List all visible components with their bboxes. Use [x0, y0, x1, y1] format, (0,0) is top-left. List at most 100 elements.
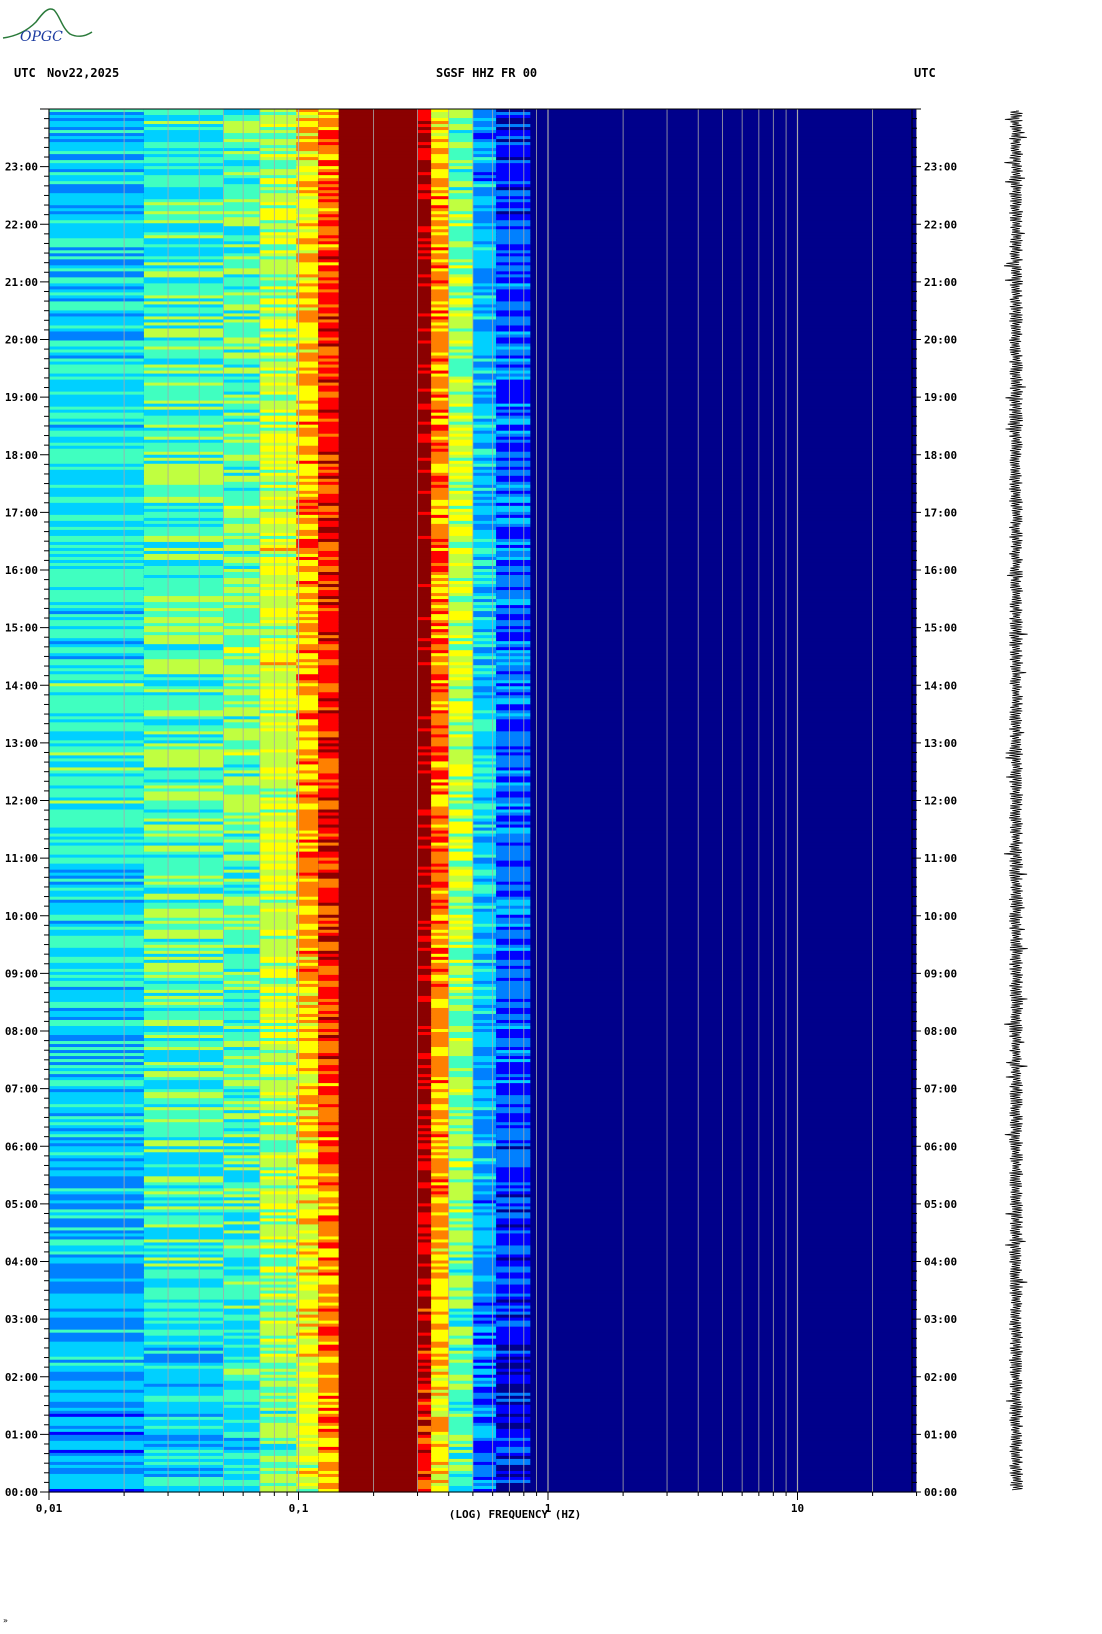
heatmap-cell	[223, 1173, 260, 1177]
heatmap-cell	[223, 845, 260, 850]
heatmap-cell	[143, 776, 224, 781]
heatmap-cell	[431, 779, 449, 784]
heatmap-cell	[431, 848, 449, 853]
heatmap-cell	[496, 941, 531, 946]
heatmap-cell	[223, 553, 260, 558]
heatmap-cell	[296, 187, 319, 191]
heatmap-cell	[318, 565, 339, 570]
heatmap-cell	[448, 749, 473, 753]
heatmap-cell	[49, 881, 144, 886]
heatmap-cell	[296, 289, 319, 293]
heatmap-cell	[431, 172, 449, 176]
heatmap-cell	[598, 385, 917, 390]
heatmap-cell	[143, 974, 224, 979]
heatmap-cell	[448, 929, 473, 934]
heatmap-cell	[598, 277, 917, 281]
heatmap-cell	[530, 118, 599, 122]
heatmap-cell	[598, 992, 917, 997]
heatmap-cell	[143, 614, 224, 618]
heatmap-cell	[143, 502, 224, 507]
heatmap-cell	[143, 767, 224, 772]
heatmap-cell	[472, 193, 497, 197]
heatmap-cell	[530, 650, 599, 654]
heatmap-cell	[143, 620, 224, 624]
heatmap-cell	[318, 614, 339, 618]
heatmap-cell	[598, 187, 917, 191]
heatmap-cell	[338, 154, 418, 158]
heatmap-cell	[448, 1077, 473, 1081]
heatmap-cell	[318, 1029, 339, 1033]
heatmap-cell	[530, 286, 599, 290]
heatmap-cell	[530, 139, 599, 143]
heatmap-cell	[259, 671, 297, 675]
heatmap-cell	[259, 917, 297, 922]
heatmap-cell	[496, 490, 531, 495]
heatmap-cell	[338, 271, 418, 275]
heatmap-cell	[598, 911, 917, 916]
heatmap-cell	[296, 184, 319, 188]
heatmap-cell	[338, 722, 418, 726]
heatmap-cell	[530, 587, 599, 591]
heatmap-cell	[448, 1032, 473, 1036]
heatmap-cell	[296, 364, 319, 369]
heatmap-cell	[598, 340, 917, 345]
heatmap-cell	[598, 830, 917, 835]
heatmap-cell	[338, 635, 418, 639]
heatmap-cell	[496, 881, 531, 886]
heatmap-cell	[472, 496, 497, 501]
heatmap-cell	[296, 719, 319, 723]
heatmap-cell	[530, 1125, 599, 1129]
heatmap-cell	[431, 1089, 449, 1093]
heatmap-cell	[598, 977, 917, 982]
heatmap-cell	[417, 199, 432, 203]
heatmap-cell	[530, 514, 599, 519]
heatmap-cell	[448, 304, 473, 309]
heatmap-cell	[223, 421, 260, 426]
heatmap-cell	[448, 193, 473, 197]
heatmap-cell	[530, 731, 599, 735]
heatmap-cell	[598, 1116, 917, 1120]
heatmap-cell	[472, 1007, 497, 1012]
heatmap-cell	[143, 908, 224, 913]
heatmap-cell	[417, 175, 432, 179]
heatmap-cell	[338, 112, 418, 116]
heatmap-cell	[530, 1161, 599, 1165]
heatmap-cell	[472, 550, 497, 555]
heatmap-cell	[318, 202, 339, 206]
heatmap-cell	[318, 409, 339, 414]
heatmap-cell	[143, 1113, 224, 1117]
heatmap-cell	[496, 298, 531, 303]
heatmap-cell	[472, 914, 497, 919]
heatmap-cell	[259, 496, 297, 501]
heatmap-cell	[530, 923, 599, 928]
heatmap-cell	[472, 493, 497, 498]
heatmap-cell	[472, 160, 497, 164]
heatmap-cell	[223, 241, 260, 245]
heatmap-cell	[472, 1029, 497, 1033]
heatmap-cell	[223, 824, 260, 829]
heatmap-cell	[296, 725, 319, 729]
heatmap-cell	[496, 683, 531, 687]
heatmap-cell	[431, 1071, 449, 1075]
heatmap-cell	[338, 1077, 418, 1081]
heatmap-cell	[143, 878, 224, 883]
heatmap-cell	[431, 1134, 449, 1138]
heatmap-cell	[472, 866, 497, 871]
heatmap-cell	[49, 229, 144, 233]
heatmap-cell	[296, 283, 319, 287]
heatmap-cell	[472, 1155, 497, 1159]
heatmap-cell	[143, 569, 224, 573]
heatmap-cell	[338, 650, 418, 654]
heatmap-cell	[338, 529, 418, 534]
heatmap-cell	[598, 734, 917, 738]
heatmap-cell	[259, 214, 297, 218]
heatmap-cell	[530, 187, 599, 191]
heatmap-cell	[296, 938, 319, 943]
heatmap-cell	[472, 674, 497, 678]
heatmap-cell	[49, 226, 144, 230]
heatmap-cell	[530, 815, 599, 820]
heatmap-cell	[143, 136, 224, 140]
heatmap-cell	[143, 1143, 224, 1147]
heatmap-cell	[143, 644, 224, 648]
heatmap-cell	[49, 337, 144, 342]
